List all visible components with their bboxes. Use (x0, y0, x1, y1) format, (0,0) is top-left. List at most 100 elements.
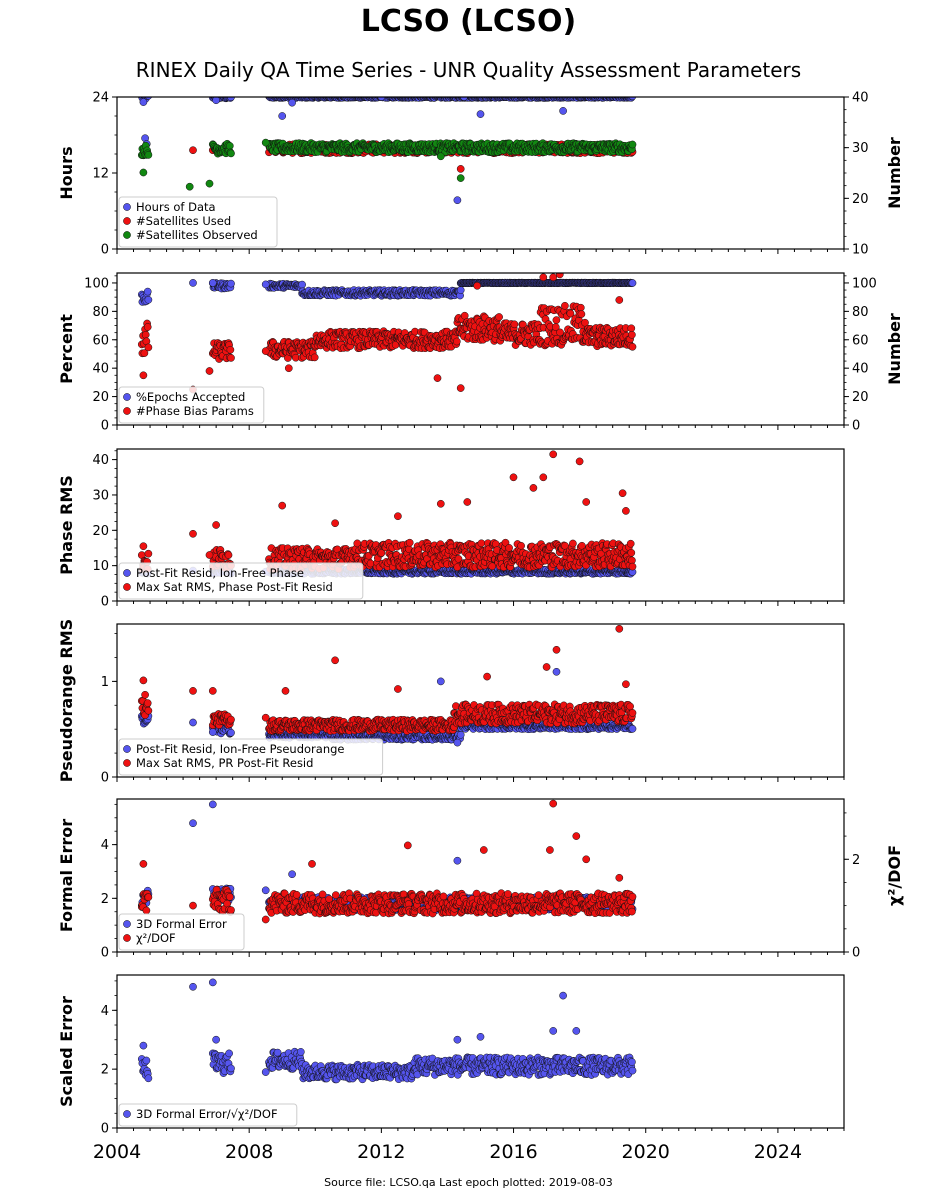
data-point (205, 551, 214, 559)
data-point (576, 303, 585, 312)
y-tick-label: 0 (101, 419, 109, 434)
y-tick-label: 60 (92, 333, 109, 348)
data-point (628, 562, 637, 571)
y-tick-label: 100 (84, 276, 109, 291)
data-point (144, 151, 153, 159)
y-right-tick-label: 80 (852, 305, 869, 320)
panel-2: 020406080100020406080100NumberPercent%Ep… (57, 272, 904, 434)
y-axis-label: Phase RMS (57, 475, 76, 575)
data-point (227, 354, 235, 362)
data-point (143, 287, 152, 296)
legend-marker (123, 407, 131, 415)
y-tick-label: 20 (92, 524, 109, 539)
data-point (477, 539, 486, 548)
y-right-tick-label: 30 (852, 141, 869, 156)
data-point (456, 165, 465, 173)
data-point (227, 149, 235, 158)
data-point (463, 498, 472, 506)
data-point (628, 140, 637, 149)
data-point (456, 174, 465, 182)
data-point (284, 364, 293, 373)
data-point (569, 539, 577, 548)
y-tick-label: 40 (92, 453, 109, 468)
data-point (627, 548, 636, 557)
data-points (137, 450, 637, 578)
data-point (549, 450, 558, 459)
data-points (137, 624, 637, 747)
data-point (331, 519, 339, 528)
legend-marker (123, 231, 131, 239)
data-points (137, 273, 637, 394)
data-point (495, 313, 503, 321)
data-point (575, 457, 584, 466)
data-point (433, 374, 442, 382)
y-right-tick-label: 0 (852, 419, 860, 434)
data-point (628, 342, 637, 351)
data-point (144, 549, 153, 558)
data-point (139, 168, 148, 177)
data-point (509, 473, 518, 482)
data-point (139, 98, 148, 106)
data-point (473, 281, 482, 290)
data-point (310, 353, 319, 362)
series-red (137, 273, 637, 394)
data-point (628, 279, 637, 287)
y-tick-label: 30 (92, 488, 109, 503)
series-red (137, 450, 637, 574)
y-right-tick-label: 10 (852, 243, 869, 258)
data-point (615, 296, 624, 304)
series-blue (137, 278, 637, 306)
data-point (143, 323, 152, 331)
data-point (298, 280, 306, 289)
data-point (394, 512, 402, 521)
legend-label: %Epochs Accepted (136, 390, 245, 404)
data-point (561, 301, 569, 310)
data-point (139, 371, 148, 380)
data-point (452, 337, 461, 346)
legend-label: Max Sat RMS, Phase Post-Fit Resid (136, 580, 333, 594)
data-point (205, 179, 214, 188)
y-right-tick-label: 60 (852, 333, 869, 348)
data-point (622, 507, 630, 515)
data-point (144, 343, 153, 352)
data-point (552, 316, 561, 324)
data-point (517, 541, 525, 550)
data-point (627, 324, 636, 333)
data-point (141, 330, 150, 339)
data-point (555, 273, 564, 279)
data-point (227, 728, 235, 737)
legend-label: #Satellites Observed (136, 228, 258, 242)
data-point (539, 473, 548, 482)
data-point (436, 499, 445, 508)
data-point (261, 347, 270, 355)
data-point (288, 98, 296, 107)
legend-marker (123, 203, 131, 211)
data-point (510, 320, 519, 329)
data-point (205, 367, 214, 375)
y-right-tick-label: 100 (852, 276, 877, 291)
data-point (505, 544, 513, 552)
data-point (226, 345, 235, 354)
data-points (137, 97, 637, 205)
data-point (628, 97, 637, 101)
legend-marker (123, 569, 131, 577)
data-point (139, 542, 148, 551)
data-point (140, 349, 149, 357)
data-point (278, 112, 287, 120)
y-right-tick-label: 20 (852, 390, 869, 405)
data-point (208, 279, 217, 287)
legend-label: Hours of Data (136, 200, 216, 214)
data-point (626, 539, 635, 548)
y-tick-label: 0 (101, 243, 109, 258)
data-point (261, 280, 270, 289)
y-tick-label: 24 (92, 91, 109, 106)
legend: Hours of Data#Satellites Used#Satellites… (118, 196, 278, 248)
data-point (582, 498, 591, 506)
data-point (529, 484, 538, 492)
data-point (577, 310, 586, 318)
data-point (144, 295, 153, 304)
data-point (456, 384, 465, 392)
legend: %Epochs Accepted#Phase Bias Params (118, 386, 265, 424)
